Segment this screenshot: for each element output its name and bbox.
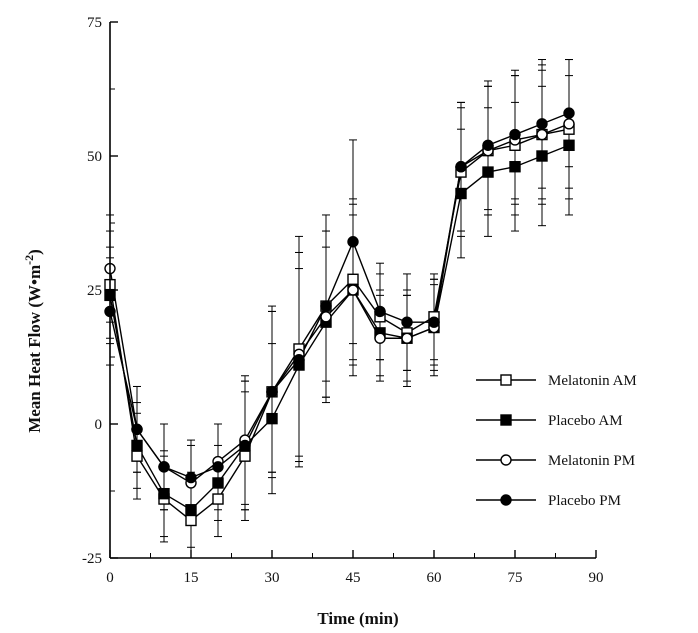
- x-tick-label: 60: [427, 570, 442, 586]
- y-tick-label: 25: [87, 283, 102, 299]
- melatonin-pm-point: [320, 311, 332, 323]
- placebo-am-point: [131, 439, 143, 452]
- y-tick-label: 75: [87, 15, 102, 31]
- melatonin-am-point: [131, 450, 143, 462]
- placebo-pm-point: [509, 128, 521, 141]
- melatonin-am-point: [239, 450, 251, 462]
- placebo-am-line: [109, 144, 570, 511]
- placebo-pm-point: [563, 107, 575, 119]
- placebo-pm-point: [455, 161, 467, 173]
- placebo-pm-point: [320, 300, 332, 312]
- error-bars: [106, 59, 573, 559]
- placebo-pm-point: [482, 139, 494, 151]
- y-tick-label: 0: [95, 417, 103, 433]
- y-tick-label: 50: [87, 149, 102, 165]
- placebo-pm-point: [536, 118, 548, 130]
- melatonin-pm-point: [563, 118, 575, 130]
- placebo-pm-line: [109, 112, 570, 479]
- placebo-am-point: [455, 187, 467, 200]
- placebo-pm-point: [401, 316, 413, 328]
- legend: Melatonin AM Placebo AM Melatonin PM Placeb…: [476, 373, 637, 509]
- placebo-am-point: [266, 412, 278, 425]
- placebo-am-point: [482, 166, 494, 178]
- placebo-pm-point: [239, 439, 251, 452]
- x-tick-label: 30: [265, 570, 280, 586]
- melatonin-am-point: [185, 514, 197, 527]
- placebo-am-point: [563, 139, 575, 151]
- placebo-am-point: [509, 161, 521, 173]
- melatonin-am-point: [212, 493, 224, 505]
- y-axis-label-superscript: -2: [22, 255, 36, 265]
- placebo-pm-point: [293, 353, 305, 366]
- placebo-pm-point: [212, 461, 224, 473]
- legend-label-melatonin-pm: Melatonin PM: [548, 453, 635, 469]
- melatonin-pm-point: [347, 284, 359, 296]
- legend-marker-placebo-pm: [500, 494, 512, 506]
- x-axis-label: Time (min): [317, 609, 398, 628]
- x-tick-label: 75: [508, 570, 523, 586]
- melatonin-am-line: [109, 128, 570, 522]
- legend-label-placebo-pm: Placebo PM: [548, 493, 621, 509]
- placebo-pm-point: [158, 461, 170, 473]
- x-tick-label: 45: [346, 570, 361, 586]
- placebo-am-point: [185, 504, 197, 516]
- melatonin-pm-point: [401, 332, 413, 344]
- y-axis-label-main: Mean Heat Flow (W•m: [25, 265, 44, 433]
- placebo-am-point: [212, 477, 224, 489]
- melatonin-pm-line: [109, 123, 570, 484]
- y-axis-label: Mean Heat Flow (W•m-2): [22, 249, 44, 433]
- placebo-pm-point: [266, 386, 278, 398]
- legend-label-placebo-am: Placebo AM: [548, 413, 623, 429]
- placebo-pm-point: [185, 471, 197, 484]
- legend-marker-melatonin-pm: [500, 454, 512, 466]
- placebo-pm-point: [374, 305, 386, 318]
- y-tick-label: -25: [82, 551, 102, 567]
- x-tick-label: 0: [106, 570, 114, 586]
- legend-label-melatonin-am: Melatonin AM: [548, 373, 637, 389]
- melatonin-pm-point: [536, 128, 548, 141]
- series-markers: [104, 107, 575, 527]
- legend-marker-melatonin-am: [500, 374, 512, 386]
- y-axis-label-close: ): [25, 249, 44, 255]
- placebo-pm-point: [428, 316, 440, 328]
- melatonin-am-point: [347, 273, 359, 285]
- placebo-pm-point: [131, 423, 143, 436]
- placebo-am-point: [158, 487, 170, 500]
- placebo-am-point: [536, 150, 548, 162]
- legend-marker-placebo-am: [500, 414, 512, 426]
- x-tick-label: 90: [589, 570, 604, 586]
- axes: [109, 21, 597, 559]
- placebo-pm-point: [347, 236, 359, 248]
- x-tick-label: 15: [184, 570, 199, 586]
- melatonin-pm-point: [374, 332, 386, 344]
